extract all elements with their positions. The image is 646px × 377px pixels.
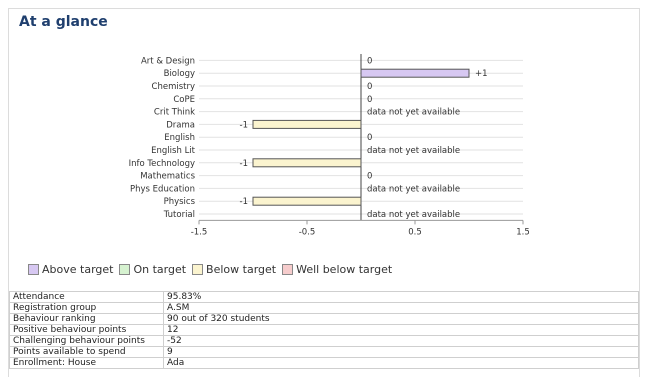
data-label: data not yet available [367, 210, 460, 220]
table-row: Attendance 95.83% [9, 291, 639, 303]
legend-item-above-target: Above target [28, 263, 113, 276]
legend-label-below-target: Below target [206, 263, 277, 276]
data-label: data not yet available [367, 146, 460, 156]
legend-swatch-on-target [119, 264, 131, 275]
legend-item-well-below-target: Well below target [282, 263, 392, 276]
table-row: Enrollment: House Ada [9, 357, 639, 369]
table-row: Points available to spend 9 [9, 346, 639, 358]
info-key: Challenging behaviour points [9, 335, 164, 347]
category-label: Mathematics [140, 172, 195, 182]
bar [360, 68, 470, 78]
category-label: CoPE [173, 95, 195, 105]
chart-legend: Above target On target Below target Well… [28, 263, 392, 276]
panel-title: At a glance [19, 14, 108, 30]
category-label: English [164, 133, 195, 143]
category-label: Biology [164, 69, 195, 79]
legend-label-above-target: Above target [42, 263, 114, 276]
legend-swatch-below-target [192, 264, 204, 275]
category-label: Tutorial [163, 210, 195, 220]
data-label: -1 [240, 120, 248, 130]
category-label: Crit Think [154, 108, 195, 118]
category-label: Chemistry [152, 82, 195, 92]
info-value: -52 [163, 335, 639, 347]
info-key: Attendance [9, 291, 164, 303]
x-tick-label: 1.5 [516, 227, 530, 237]
table-row: Challenging behaviour points -52 [9, 335, 639, 347]
legend-item-on-target: On target [119, 263, 186, 276]
category-label: Drama [166, 120, 195, 130]
legend-label-on-target: On target [133, 263, 187, 276]
x-tick-label: -1.5 [191, 227, 208, 237]
info-value: A.SM [163, 302, 639, 314]
at-a-glance-panel: Art & Design Biology Chemistry CoPE Crit Thi… [8, 8, 640, 377]
x-tick-label: -0.5 [299, 227, 316, 237]
data-label: -1 [240, 159, 248, 169]
info-key: Points available to spend [9, 346, 164, 358]
category-label: Physics [164, 197, 196, 207]
student-info-table: Attendance 95.83% Registration group A.S… [9, 291, 639, 369]
info-value: Ada [163, 357, 639, 369]
data-label: data not yet available [367, 184, 460, 194]
category-label: Phys Education [130, 184, 195, 194]
data-label: 0 [367, 172, 372, 182]
category-label: Info Technology [129, 159, 195, 169]
data-label: data not yet available [367, 108, 460, 118]
bar [252, 158, 362, 168]
data-label: 0 [367, 82, 372, 92]
legend-swatch-well-below-target [282, 264, 294, 275]
x-tick-label: 0.5 [408, 227, 422, 237]
info-value: 9 [163, 346, 639, 358]
data-label: 0 [367, 95, 372, 105]
info-key: Registration group [9, 302, 164, 314]
bar [252, 196, 362, 206]
table-row: Registration group A.SM [9, 302, 639, 314]
table-row: Behaviour ranking 90 out of 320 students [9, 313, 639, 325]
info-key: Positive behaviour points [9, 324, 164, 336]
info-value: 90 out of 320 students [163, 313, 639, 325]
legend-swatch-above-target [28, 264, 39, 275]
legend-item-below-target: Below target [192, 263, 276, 276]
table-row: Positive behaviour points 12 [9, 324, 639, 336]
info-value: 12 [163, 324, 639, 336]
data-label: +1 [475, 69, 488, 79]
subject-progress-chart: Art & Design Biology Chemistry CoPE Crit Thi… [129, 54, 530, 237]
category-label: English Lit [151, 146, 195, 156]
data-label: -1 [240, 197, 248, 207]
info-key: Behaviour ranking [9, 313, 164, 325]
bar [252, 119, 362, 129]
data-label: 0 [367, 56, 372, 66]
category-label: Art & Design [141, 56, 195, 66]
info-key: Enrollment: House [9, 357, 164, 369]
legend-label-well-below-target: Well below target [296, 263, 393, 276]
info-value: 95.83% [163, 291, 639, 303]
data-label: 0 [367, 133, 372, 143]
